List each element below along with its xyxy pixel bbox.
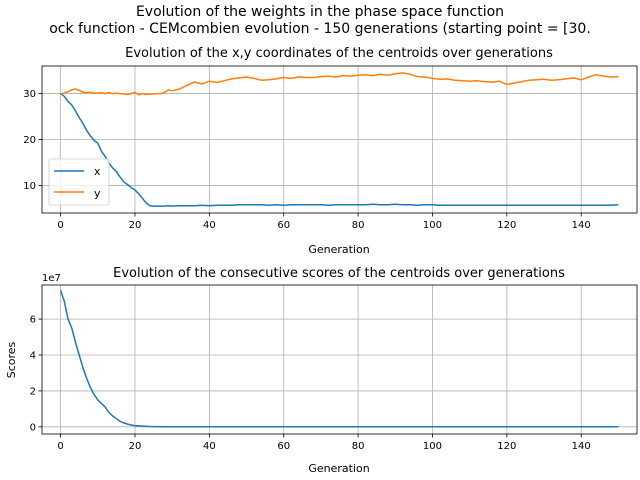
coordinates-chart-series-line-y — [60, 72, 619, 96]
coordinates-chart-series-line-x — [60, 92, 619, 207]
scores-chart-xtick-label: 20 — [129, 441, 142, 452]
figure-suptitle-line2: ock function - CEMcombien evolution - 15… — [49, 21, 591, 37]
coordinates-chart-xlabel: Generation — [308, 243, 369, 256]
coordinates-chart-xtick-label: 20 — [129, 220, 142, 231]
scores-chart-xtick-label: 60 — [277, 441, 290, 452]
scores-chart-ytick-label: 6 — [30, 315, 36, 326]
figure-suptitle-line1: Evolution of the weights in the phase sp… — [136, 4, 504, 20]
scores-chart-xtick-label: 40 — [203, 441, 216, 452]
scores-chart-ytick-label: 0 — [30, 422, 36, 433]
coordinates-chart-xtick-label: 140 — [572, 220, 591, 231]
legend-label-y: y — [94, 187, 101, 200]
scores-chart-xlabel: Generation — [308, 462, 369, 475]
scores-chart-xtick-label: 140 — [572, 441, 591, 452]
scores-chart-ytick-label: 4 — [30, 351, 36, 362]
scores-chart: Evolution of the consecutive scores of t… — [5, 266, 638, 475]
coordinates-chart-xtick-label: 0 — [57, 220, 63, 231]
scores-chart-ylabel: Scores — [5, 341, 18, 378]
coordinates-chart-legend: x y — [48, 158, 110, 206]
scores-chart-title: Evolution of the consecutive scores of t… — [113, 266, 565, 281]
coordinates-chart: Evolution of the x,y coordinates of the … — [23, 46, 638, 256]
coordinates-chart-xtick-label: 60 — [277, 220, 290, 231]
coordinates-chart-title: Evolution of the x,y coordinates of the … — [125, 46, 553, 61]
scores-chart-xtick-label: 80 — [352, 441, 365, 452]
scores-chart-series-line — [59, 290, 619, 428]
coordinates-chart-xtick-label: 80 — [352, 220, 365, 231]
legend-label-x: x — [94, 165, 101, 178]
scores-chart-frame — [41, 284, 638, 435]
coordinates-chart-xtick-label: 120 — [497, 220, 516, 231]
coordinates-chart-xtick-label: 100 — [423, 220, 442, 231]
coordinates-chart-xtick-label: 40 — [203, 220, 216, 231]
scores-chart-xtick-label: 120 — [497, 441, 516, 452]
scores-chart-xtick-label: 100 — [423, 441, 442, 452]
scores-chart-offset-label: 1e7 — [42, 273, 61, 284]
coordinates-chart-ytick-label: 30 — [23, 89, 36, 100]
scores-chart-ytick-label: 2 — [30, 386, 36, 397]
coordinates-chart-ytick-label: 20 — [23, 135, 36, 146]
coordinates-chart-ytick-label: 10 — [23, 181, 36, 192]
scores-chart-xtick-label: 0 — [57, 441, 63, 452]
